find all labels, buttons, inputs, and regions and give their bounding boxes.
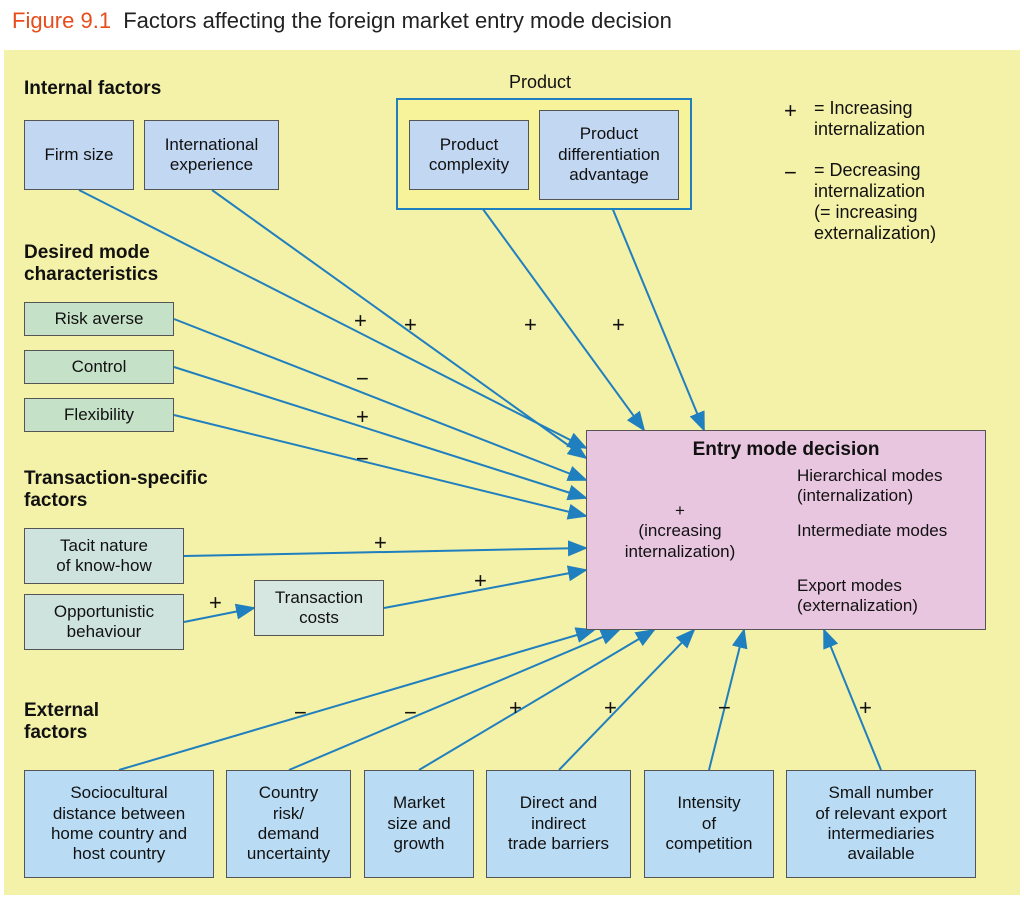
node-trans-costs: Transactioncosts (254, 580, 384, 636)
edge-sign-intl_exp: + (404, 312, 417, 338)
entry-mode-2: Export modes(externalization) (797, 576, 918, 617)
figure-number: Figure 9.1 (12, 8, 111, 33)
edge-sign-intensity: − (718, 695, 731, 721)
edge-sign-risk_averse: − (356, 366, 369, 392)
edge-sign-flexibility: − (356, 446, 369, 472)
edge-small_num (824, 630, 881, 770)
node-risk-averse: Risk averse (24, 302, 174, 336)
legend-plus-text: = Increasinginternalization (814, 98, 925, 140)
edge-flexibility (174, 415, 586, 516)
legend-minus-symbol: − (784, 160, 797, 186)
edge-sociocultural (119, 630, 594, 770)
heading-external: Externalfactors (24, 700, 99, 744)
node-sociocultural: Socioculturaldistance betweenhome countr… (24, 770, 214, 878)
heading-product: Product (509, 72, 571, 93)
legend-plus-symbol: + (784, 98, 797, 124)
heading-transaction: Transaction-specificfactors (24, 468, 208, 512)
node-flexibility: Flexibility (24, 398, 174, 432)
figure-title: Factors affecting the foreign market ent… (123, 8, 672, 33)
edge-sign-trans_costs: + (474, 568, 487, 594)
figure-title-row: Figure 9.1 Factors affecting the foreign… (12, 8, 672, 34)
edge-country_risk (289, 630, 619, 770)
edge-sign-opportunistic: + (209, 590, 222, 616)
edge-sign-sociocultural: − (294, 700, 307, 726)
edge-sign-tacit: + (374, 530, 387, 556)
edge-sign-market_size: + (509, 695, 522, 721)
node-prod-complex: Productcomplexity (409, 120, 529, 190)
edge-sign-country_risk: − (404, 700, 417, 726)
entry-mode-0: Hierarchical modes(internalization) (797, 466, 943, 507)
entry-mode-decision-box: Entry mode decision +(increasinginternali… (586, 430, 986, 630)
node-intensity: Intensityofcompetition (644, 770, 774, 878)
node-tacit: Tacit natureof know-how (24, 528, 184, 584)
edge-trade_barriers (559, 630, 694, 770)
entry-title: Entry mode decision (599, 439, 973, 462)
node-prod-diff: Productdifferentiationadvantage (539, 110, 679, 200)
edge-prod_complex (469, 190, 644, 430)
entry-mode-1: Intermediate modes (797, 521, 947, 541)
node-firm-size: Firm size (24, 120, 134, 190)
diagram-canvas: Internal factors Desired modecharacterist… (4, 50, 1020, 895)
edge-control (174, 367, 586, 498)
figure-wrap: Figure 9.1 Factors affecting the foreign… (0, 0, 1024, 901)
node-control: Control (24, 350, 174, 384)
edge-sign-firm_size: + (354, 308, 367, 334)
node-country-risk: Countryrisk/demanduncertainty (226, 770, 351, 878)
heading-desired: Desired modecharacteristics (24, 242, 158, 286)
legend-minus-text: = Decreasinginternalization(= increasing… (814, 160, 936, 244)
edge-sign-small_num: + (859, 695, 872, 721)
node-intl-exp: Internationalexperience (144, 120, 279, 190)
node-market-size: Marketsize andgrowth (364, 770, 474, 878)
node-small-num: Small numberof relevant exportintermedia… (786, 770, 976, 878)
edge-sign-control: + (356, 404, 369, 430)
edge-risk_averse (174, 319, 586, 480)
edge-sign-trade_barriers: + (604, 695, 617, 721)
edge-sign-prod_complex: + (524, 312, 537, 338)
edge-market_size (419, 630, 654, 770)
heading-internal: Internal factors (24, 78, 161, 100)
entry-left-col: +(increasinginternalization) (605, 501, 755, 562)
node-trade-barriers: Direct andindirecttrade barriers (486, 770, 631, 878)
node-opportunistic: Opportunisticbehaviour (24, 594, 184, 650)
edge-sign-prod_diff: + (612, 312, 625, 338)
